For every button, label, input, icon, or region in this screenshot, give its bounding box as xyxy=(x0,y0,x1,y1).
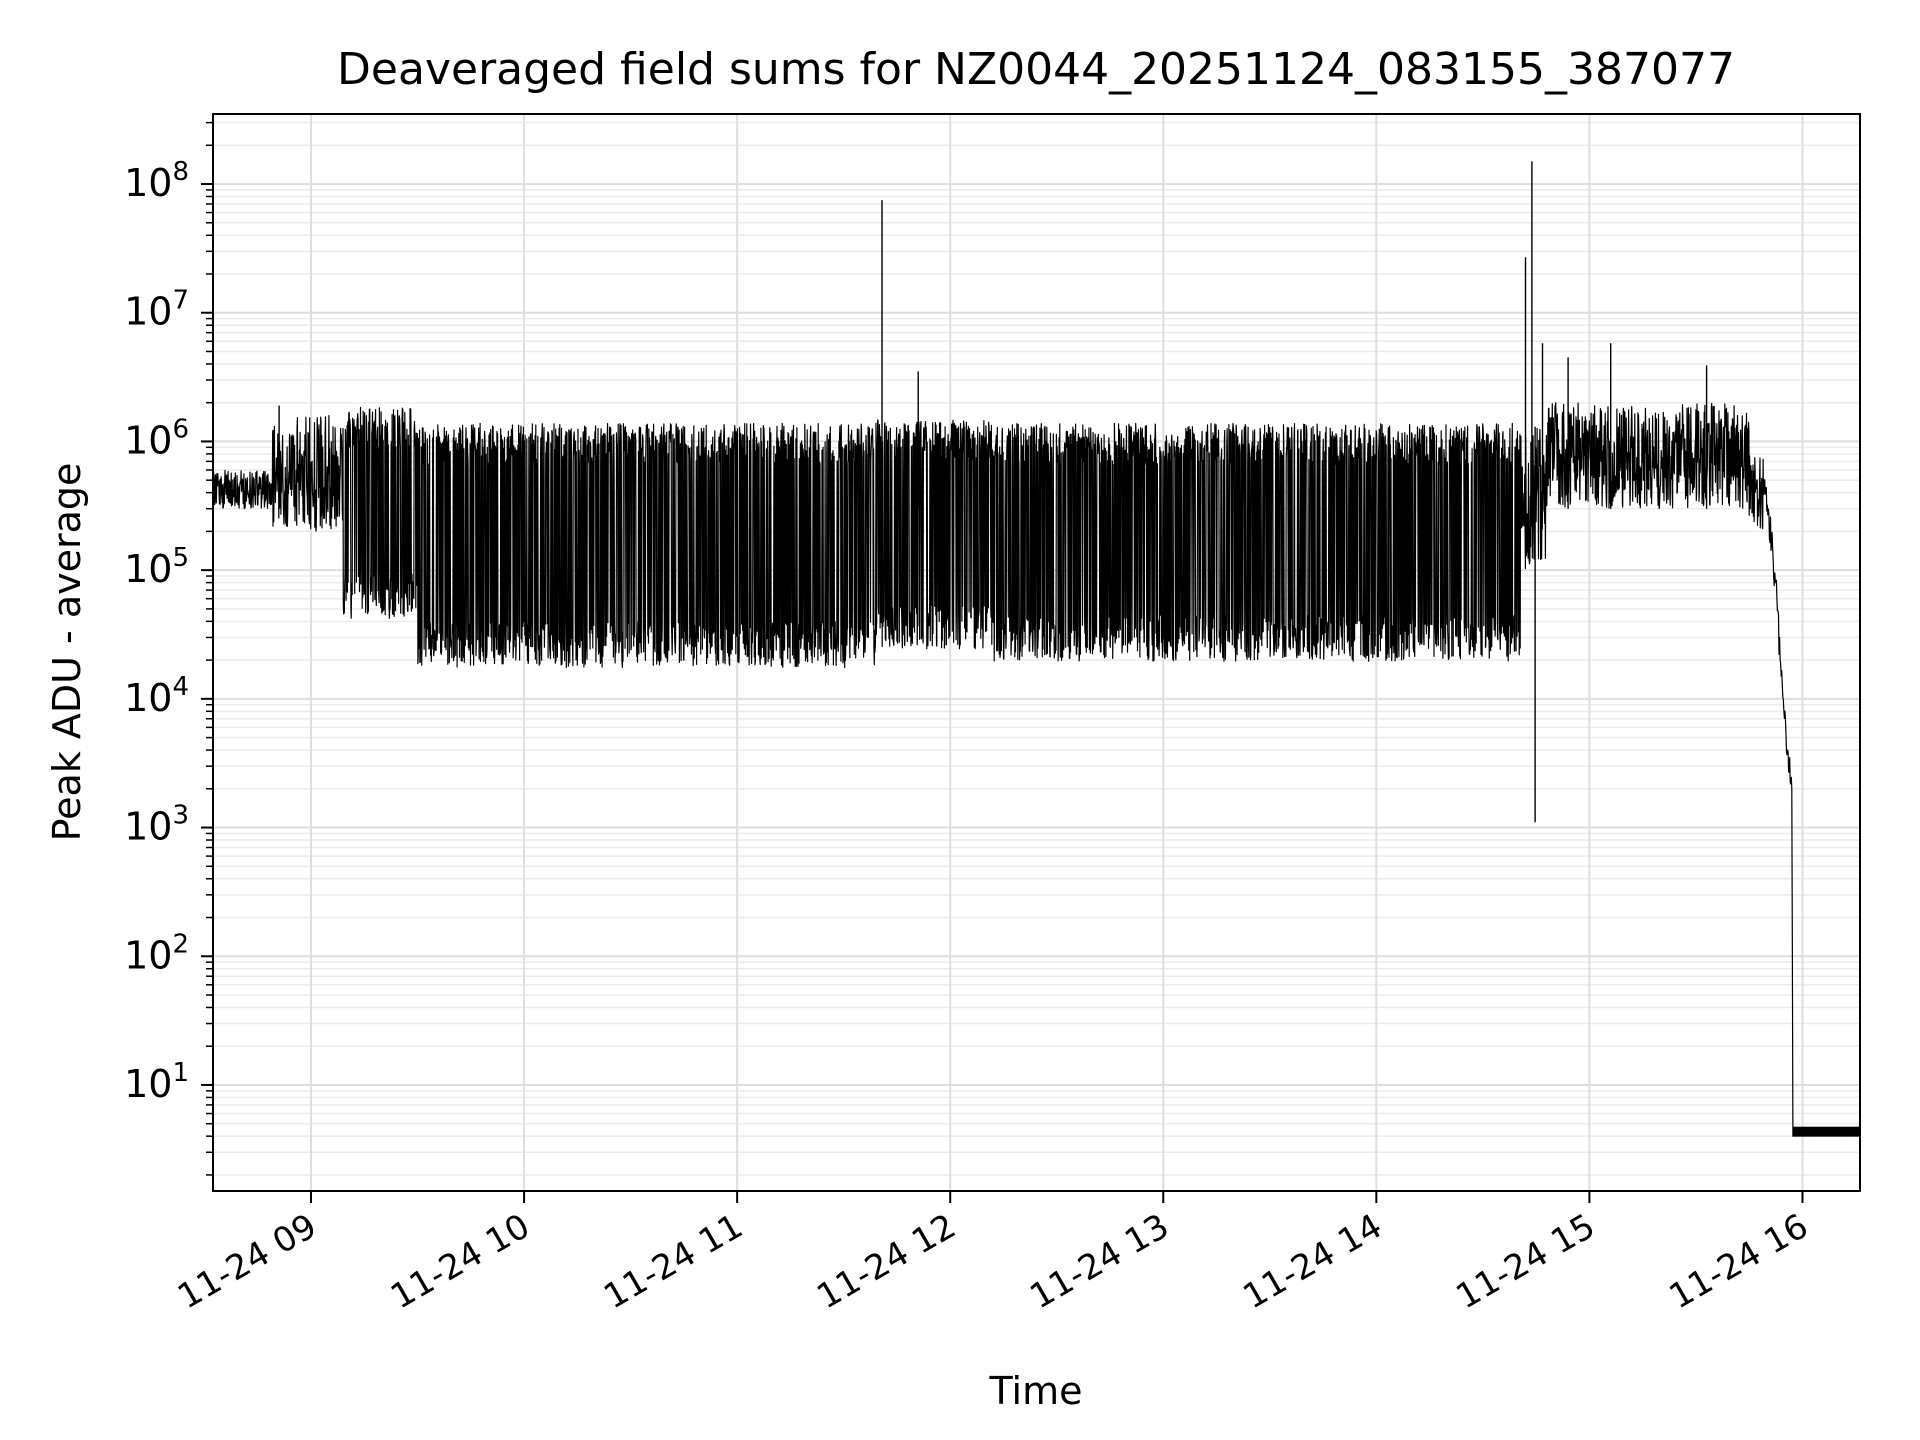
x-axis-label: Time xyxy=(989,1369,1083,1413)
y-tick-label: 105 xyxy=(124,543,189,591)
y-tick-label: 102 xyxy=(124,929,189,977)
chart-title: Deaveraged field sums for NZ0044_2025112… xyxy=(337,44,1735,95)
series-line xyxy=(212,402,1861,1137)
y-tick-label: 104 xyxy=(124,672,189,720)
spike-lines xyxy=(278,161,1708,823)
y-tick-label: 103 xyxy=(124,801,189,849)
y-axis: 101 102 103 104 105 106 107 108 xyxy=(124,121,213,1176)
y-axis-label: Peak ADU - average xyxy=(45,463,89,842)
y-tick-label: 108 xyxy=(124,157,189,205)
plot-area xyxy=(212,161,1861,1137)
plot-frame xyxy=(212,113,1861,1192)
grid xyxy=(213,114,1860,1191)
y-tick-label: 101 xyxy=(124,1058,189,1106)
y-tick-label: 107 xyxy=(124,286,189,334)
y-tick-label: 106 xyxy=(124,414,189,462)
